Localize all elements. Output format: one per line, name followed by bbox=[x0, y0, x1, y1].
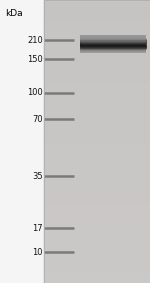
Bar bbox=[44, 28, 150, 33]
Text: 100: 100 bbox=[27, 88, 43, 97]
Bar bbox=[44, 207, 150, 212]
Bar bbox=[44, 90, 150, 94]
Bar bbox=[44, 118, 150, 123]
Bar bbox=[44, 47, 150, 52]
Text: 17: 17 bbox=[32, 224, 43, 233]
Bar bbox=[44, 203, 150, 207]
Bar bbox=[44, 222, 150, 226]
Bar bbox=[44, 0, 150, 283]
Bar bbox=[44, 151, 150, 156]
Bar bbox=[44, 23, 150, 28]
Bar bbox=[44, 250, 150, 255]
Bar bbox=[44, 274, 150, 278]
Bar bbox=[44, 160, 150, 165]
Text: 150: 150 bbox=[27, 55, 43, 64]
Bar bbox=[44, 146, 150, 151]
Bar bbox=[44, 42, 150, 47]
Bar bbox=[44, 85, 150, 90]
Bar bbox=[44, 94, 150, 99]
Bar bbox=[44, 212, 150, 217]
Bar bbox=[44, 99, 150, 104]
Bar bbox=[44, 193, 150, 198]
Bar bbox=[44, 236, 150, 241]
Bar bbox=[44, 132, 150, 137]
Bar bbox=[44, 170, 150, 175]
Bar bbox=[44, 198, 150, 203]
Text: 35: 35 bbox=[32, 171, 43, 181]
Bar bbox=[44, 264, 150, 269]
Bar bbox=[44, 189, 150, 193]
Bar bbox=[44, 0, 150, 5]
Bar bbox=[44, 66, 150, 71]
Bar bbox=[44, 104, 150, 108]
Bar bbox=[44, 57, 150, 61]
Bar bbox=[44, 241, 150, 245]
Bar bbox=[44, 19, 150, 23]
Bar bbox=[44, 217, 150, 222]
Bar bbox=[44, 179, 150, 184]
Bar bbox=[44, 113, 150, 118]
Text: 70: 70 bbox=[32, 115, 43, 124]
Bar bbox=[44, 0, 150, 283]
Bar bbox=[0, 0, 44, 283]
Bar bbox=[44, 108, 150, 113]
Bar bbox=[44, 80, 150, 85]
Text: kDa: kDa bbox=[5, 9, 23, 18]
Bar bbox=[44, 123, 150, 127]
Bar bbox=[44, 245, 150, 250]
Bar bbox=[44, 61, 150, 66]
Bar bbox=[44, 226, 150, 231]
Bar bbox=[44, 231, 150, 236]
Bar bbox=[44, 175, 150, 179]
Bar bbox=[44, 269, 150, 274]
Text: 210: 210 bbox=[27, 36, 43, 45]
Bar bbox=[44, 14, 150, 19]
Bar bbox=[44, 5, 150, 9]
Bar bbox=[44, 71, 150, 76]
Bar bbox=[44, 33, 150, 38]
Bar bbox=[44, 142, 150, 146]
Bar bbox=[44, 156, 150, 160]
Bar bbox=[44, 127, 150, 132]
Bar bbox=[44, 165, 150, 170]
Bar bbox=[44, 255, 150, 260]
Bar bbox=[44, 9, 150, 14]
Bar bbox=[44, 278, 150, 283]
Bar bbox=[44, 260, 150, 264]
Bar bbox=[44, 137, 150, 142]
Bar bbox=[44, 38, 150, 42]
Bar bbox=[44, 52, 150, 57]
Bar bbox=[44, 76, 150, 80]
Text: 10: 10 bbox=[32, 248, 43, 257]
Bar bbox=[44, 184, 150, 189]
